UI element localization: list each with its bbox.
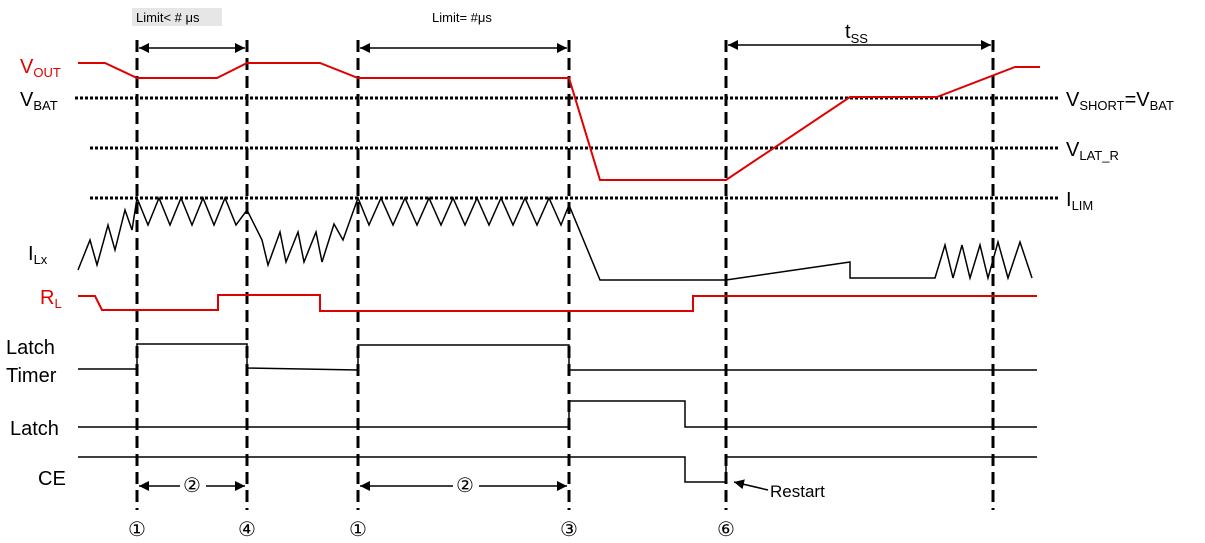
limit-eq-label: Limit= #μs [432, 10, 492, 25]
marker-6: ⑥ [717, 517, 735, 541]
ce-waveform [78, 456, 1037, 483]
marker-1a: ① [128, 517, 146, 541]
limit-lt-label: Limit< # μs [136, 10, 200, 25]
limit-lt-highlight [132, 8, 222, 26]
time-marker-lines [135, 40, 995, 510]
restart-label: Restart [770, 482, 825, 501]
ilx-label: ILx [28, 243, 48, 267]
latch-timer-label-line2: Timer [6, 365, 57, 387]
vshort-label: VSHORT=VBAT [1066, 89, 1174, 113]
marker-4: ④ [238, 517, 256, 541]
vout-waveform [78, 62, 1040, 181]
restart-arrow [733, 479, 769, 491]
marker-3: ③ [560, 517, 578, 541]
ilx-waveform [77, 195, 1033, 281]
latch-waveform [78, 400, 1037, 428]
rl-label: RL [40, 287, 62, 311]
step2a-label: ② [183, 473, 201, 497]
ilim-label: ILIM [1066, 189, 1093, 213]
step2b-label: ② [456, 473, 474, 497]
interval-arrows [139, 40, 991, 491]
vlat-r-label: VLAT_R [1066, 139, 1119, 163]
ce-label: CE [38, 468, 66, 490]
latch-timer-waveform [78, 343, 1037, 371]
latch-timer-label-line1: Latch [6, 337, 55, 359]
latch-label: Latch [10, 418, 59, 440]
vbat-label: VBAT [20, 89, 58, 113]
tss-label: tSS [845, 21, 868, 46]
vout-label: VOUT [20, 56, 61, 80]
rl-waveform [78, 294, 1037, 312]
marker-1b: ① [349, 517, 367, 541]
reference-lines [75, 96, 1058, 200]
